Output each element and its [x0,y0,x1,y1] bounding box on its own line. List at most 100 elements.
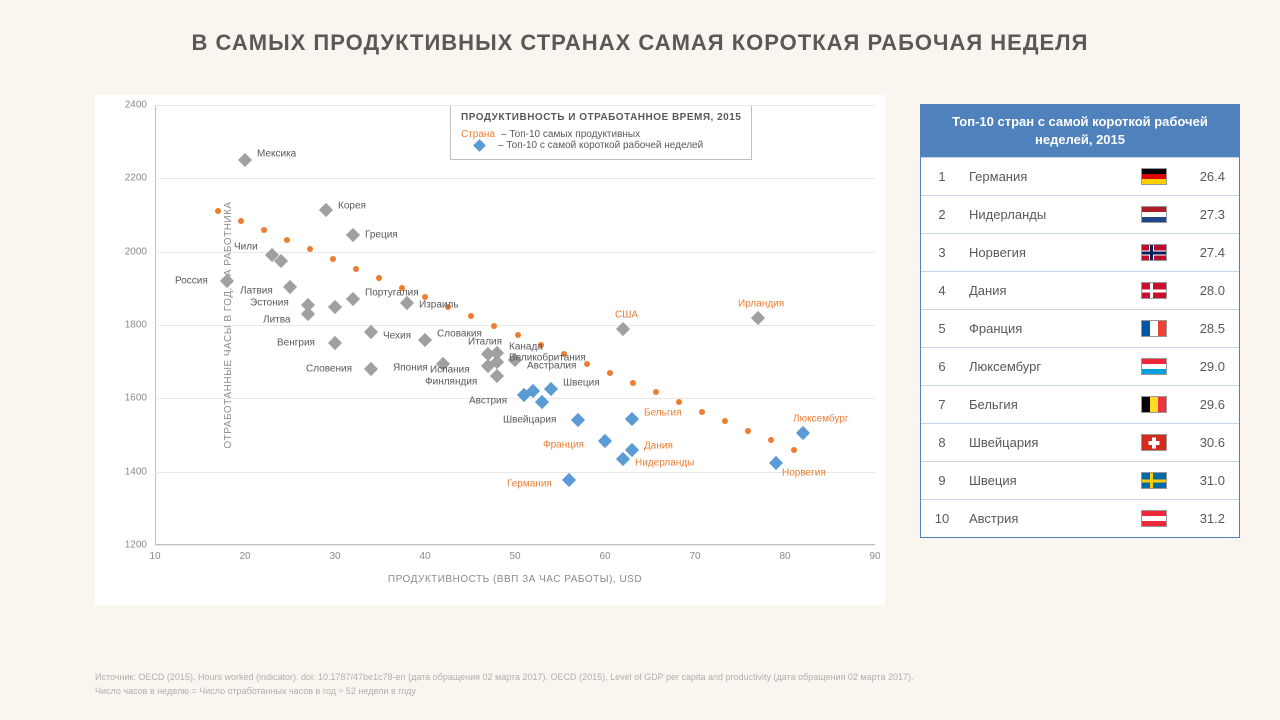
trend-dot [768,437,774,443]
data-point [769,455,783,469]
value-cell: 26.4 [1179,169,1239,184]
trend-dot [215,208,221,214]
point-label: Литва [263,315,291,326]
value-cell: 29.6 [1179,397,1239,412]
data-point [364,362,378,376]
page-title: В САМЫХ ПРОДУКТИВНЫХ СТРАНАХ САМАЯ КОРОТ… [0,0,1280,56]
y-tick: 1400 [125,466,147,477]
value-cell: 29.0 [1179,359,1239,374]
point-label: Финляндия [425,377,477,388]
country-cell: Норвегия [963,245,1129,260]
table-row: 5Франция28.5 [921,309,1239,347]
point-label: Греция [365,230,398,241]
point-label: Италия [468,337,502,348]
country-cell: Австрия [963,511,1129,526]
x-tick: 30 [329,551,340,562]
legend-text-2: – Топ-10 с самой короткой рабочей неделе… [498,140,703,151]
value-cell: 28.5 [1179,321,1239,336]
data-point [625,443,639,457]
point-label: Бельгия [644,407,682,418]
trend-dot [630,380,636,386]
y-tick: 2200 [125,173,147,184]
trend-dot [745,428,751,434]
flag-cell [1129,396,1179,413]
rank-cell: 10 [921,511,963,526]
country-cell: Нидерланды [963,207,1129,222]
data-point [535,395,549,409]
point-label: Португалия [365,288,419,299]
value-cell: 27.3 [1179,207,1239,222]
flag-cell [1129,472,1179,489]
point-label: Швейцария [503,415,556,426]
legend-diamond-icon [473,139,486,152]
point-label: Канада [509,341,543,352]
data-point [571,413,585,427]
x-tick: 80 [779,551,790,562]
trend-dot [284,237,290,243]
table-row: 2Нидерланды27.3 [921,195,1239,233]
trend-dot [261,227,267,233]
data-point [364,325,378,339]
point-label: Ирландия [738,298,784,309]
table-row: 7Бельгия29.6 [921,385,1239,423]
value-cell: 28.0 [1179,283,1239,298]
point-label: Люксембург [793,414,848,425]
trend-dot [676,399,682,405]
point-label: Австрия [469,395,507,406]
country-cell: Люксембург [963,359,1129,374]
point-label: Мексика [257,149,296,160]
x-tick: 70 [689,551,700,562]
y-tick: 1200 [125,540,147,551]
data-point [301,307,315,321]
flag-cell [1129,320,1179,337]
x-axis-label: ПРОДУКТИВНОСТЬ (ВВП ЗА ЧАС РАБОТЫ), USD [388,574,642,585]
flag-cell [1129,434,1179,451]
legend-text-1: – Топ-10 самых продуктивных [501,129,640,140]
country-cell: Германия [963,169,1129,184]
x-tick: 40 [419,551,430,562]
flag-cell [1129,168,1179,185]
data-point [616,322,630,336]
source-footnote: Источник: OECD (2015), Hours worked (ind… [95,671,914,698]
data-point [283,279,297,293]
point-label: Норвегия [782,467,826,478]
flag-cell [1129,358,1179,375]
country-cell: Дания [963,283,1129,298]
point-label: Дания [644,440,673,451]
trend-dot [238,218,244,224]
rank-cell: 9 [921,473,963,488]
flag-cell [1129,282,1179,299]
data-point [328,336,342,350]
data-point [346,292,360,306]
x-tick: 20 [239,551,250,562]
value-cell: 30.6 [1179,435,1239,450]
x-tick: 50 [509,551,520,562]
rank-cell: 6 [921,359,963,374]
point-label: Великобритания [509,352,586,363]
chart-legend: ПРОДУКТИВНОСТЬ И ОТРАБОТАННОЕ ВРЕМЯ, 201… [450,105,752,160]
rank-cell: 7 [921,397,963,412]
point-label: Словения [306,364,352,375]
data-point [319,202,333,216]
data-point [346,228,360,242]
point-label: Латвия [240,285,273,296]
country-cell: Швейцария [963,435,1129,450]
point-label: Израиль [419,300,459,311]
trend-dot [330,256,336,262]
table-row: 9Швеция31.0 [921,461,1239,499]
point-label: Эстония [250,297,289,308]
trend-dot [722,418,728,424]
point-label: Россия [175,276,208,287]
table-row: 1Германия26.4 [921,157,1239,195]
legend-title: ПРОДУКТИВНОСТЬ И ОТРАБОТАННОЕ ВРЕМЯ, 201… [461,112,741,123]
country-cell: Швеция [963,473,1129,488]
point-label: Нидерланды [635,457,694,468]
data-point [751,311,765,325]
flag-cell [1129,510,1179,527]
data-point [598,433,612,447]
trend-dot [353,266,359,272]
trend-dot [491,323,497,329]
rank-cell: 3 [921,245,963,260]
y-tick: 1800 [125,320,147,331]
point-label: Венгрия [277,338,315,349]
